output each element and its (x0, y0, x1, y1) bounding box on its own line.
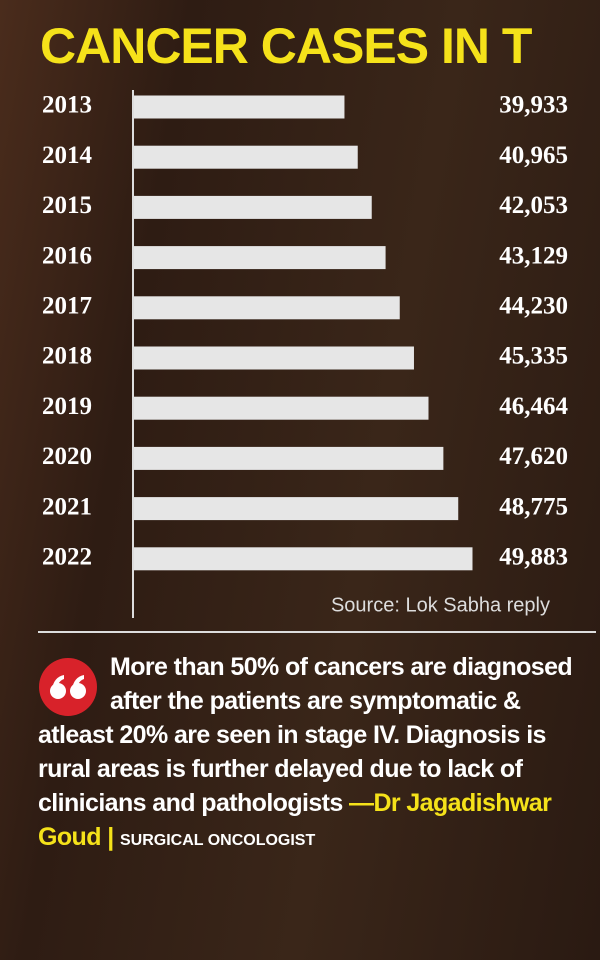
category-label: 2016 (42, 242, 92, 269)
category-label: 2017 (42, 293, 92, 320)
value-label: 47,620 (499, 443, 568, 470)
bar (134, 346, 414, 370)
value-label: 40,965 (499, 142, 568, 169)
source: Source: Lok Sabha reply (331, 594, 550, 616)
bar (134, 246, 386, 270)
divider: | (107, 823, 114, 851)
value-label: 43,129 (499, 242, 568, 269)
chart: CANCER CASES IN T Source: Lok Sabha repl… (38, 18, 596, 633)
quote-text: More than 50% of cancers are diagnosed a… (38, 653, 573, 817)
value-label: 49,883 (499, 544, 568, 571)
spacer (38, 650, 110, 714)
category-label: 2018 (42, 343, 92, 370)
value-label: 45,335 (499, 343, 568, 370)
category-label: 2014 (42, 142, 93, 169)
value-label: 42,053 (499, 192, 568, 219)
bar (134, 145, 358, 169)
value-label: 46,464 (499, 393, 568, 420)
value-label: 44,230 (499, 293, 568, 320)
bar (134, 396, 429, 420)
bar (134, 497, 459, 521)
category-label: 2013 (42, 92, 92, 119)
value-label: 48,775 (499, 493, 568, 520)
quote-role: SURGICAL ONCOLOGIST (119, 832, 316, 849)
category-label: 2020 (42, 443, 92, 470)
chart-title: CANCER CASES IN T (40, 18, 532, 74)
category-label: 2021 (42, 493, 92, 520)
quote-circle (39, 658, 97, 716)
quote: More than 50% of cancers are diagnosed a… (38, 650, 586, 858)
quote-tail (52, 675, 84, 689)
quote-icon (39, 658, 97, 716)
bar (134, 296, 400, 320)
category-label: 2019 (42, 393, 92, 420)
quote-author: —Dr Jagadishwar Goud (38, 789, 552, 851)
value-label: 39,933 (499, 92, 568, 119)
bar (134, 195, 372, 219)
bar (134, 446, 444, 470)
category-label: 2015 (42, 192, 92, 219)
bar (134, 547, 473, 571)
category-label: 2022 (42, 544, 92, 571)
bar (134, 95, 345, 119)
